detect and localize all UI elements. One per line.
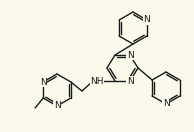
Text: N: N xyxy=(144,15,150,25)
Text: NH: NH xyxy=(90,77,104,86)
Text: N: N xyxy=(163,100,169,109)
Text: N: N xyxy=(127,51,133,60)
Text: N: N xyxy=(127,77,133,86)
Text: N: N xyxy=(40,77,47,86)
Text: N: N xyxy=(54,102,60,110)
